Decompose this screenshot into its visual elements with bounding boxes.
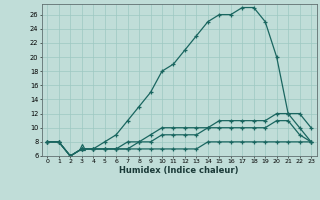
X-axis label: Humidex (Indice chaleur): Humidex (Indice chaleur) — [119, 166, 239, 175]
